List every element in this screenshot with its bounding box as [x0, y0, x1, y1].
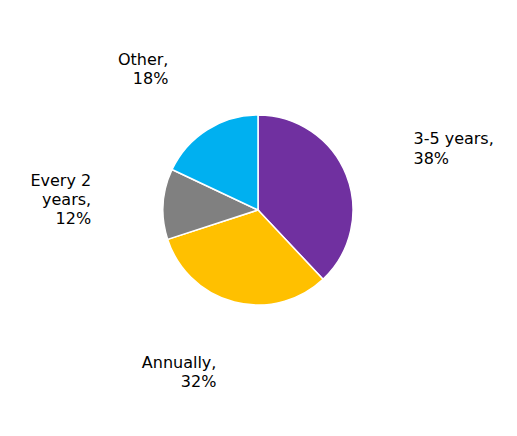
- slice-label-line: years,: [42, 190, 91, 209]
- slice-labels: 3-5 years,38% Annually,32% Every 2years,12…: [30, 50, 493, 391]
- slice-label-line: 18%: [133, 69, 169, 88]
- slices: [163, 115, 353, 305]
- slice-label-line: 12%: [56, 209, 92, 228]
- slice-label-line: 38%: [413, 149, 449, 168]
- pie: 3-5 years,38% Annually,32% Every 2years,12…: [30, 50, 493, 391]
- slice-label-line: 32%: [181, 372, 217, 391]
- slice-label-line: Annually,: [142, 353, 217, 372]
- slice-label: Other,18%: [118, 50, 169, 88]
- slice-label: Every 2years,12%: [30, 171, 91, 228]
- slice-label: 3-5 years,38%: [413, 129, 493, 167]
- pie-slice: [172, 115, 258, 210]
- slice-label-line: Every 2: [30, 171, 91, 190]
- slice-label-line: Other,: [118, 50, 169, 69]
- chart: 3-5 years,38% Annually,32% Every 2years,12…: [0, 0, 517, 436]
- slice-label-line: 3-5 years,: [413, 129, 493, 148]
- slice-label: Annually,32%: [142, 353, 217, 391]
